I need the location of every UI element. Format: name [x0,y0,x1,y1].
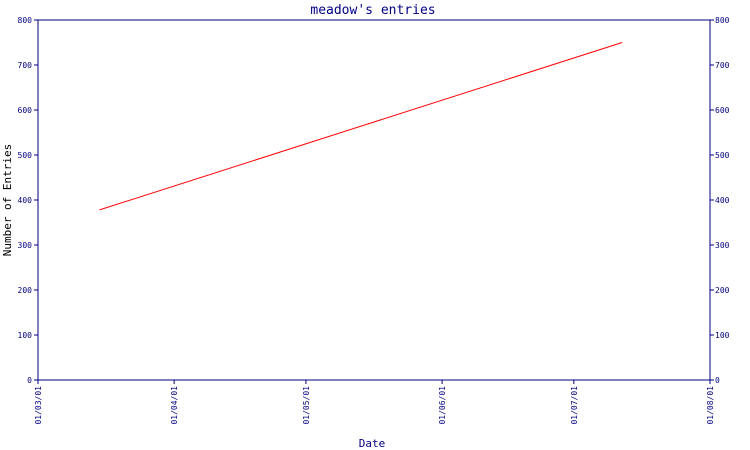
x-tick-label: 01/03/01 [34,386,43,425]
x-axis-label: Date [359,437,386,450]
y-tick-label-right: 300 [715,241,730,250]
y-tick-label-left: 600 [18,106,33,115]
x-tick-label: 01/05/01 [302,386,311,425]
y-tick-label-right: 600 [715,106,730,115]
y-tick-label-right: 700 [715,61,730,70]
y-axis-right: 0 100 200 300 400 500 600 700 800 [710,16,730,385]
y-tick-label-left: 0 [27,376,32,385]
y-axis-left: 0 100 200 300 400 500 600 700 800 [18,16,38,385]
y-tick-label-right: 100 [715,331,730,340]
y-axis-label: Number of Entries [1,144,14,257]
chart-title: meadow's entries [310,3,435,18]
plot-area [37,19,711,381]
series-layer [99,42,623,211]
x-tick-label: 01/08/01 [706,386,715,425]
x-tick-label: 01/07/01 [570,386,579,425]
y-tick-label-right: 0 [715,376,720,385]
y-tick-label-left: 500 [18,151,33,160]
y-tick-label-left: 100 [18,331,33,340]
y-tick-label-right: 400 [715,196,730,205]
y-tick-label-left: 400 [18,196,33,205]
x-tick-label: 01/06/01 [438,386,447,425]
x-tick-label: 01/04/01 [170,386,179,425]
y-tick-label-right: 200 [715,286,730,295]
series-line [99,42,623,211]
y-tick-label-left: 800 [18,16,33,25]
y-tick-label-left: 700 [18,61,33,70]
y-tick-label-left: 300 [18,241,33,250]
y-tick-label-right: 800 [715,16,730,25]
y-tick-label-left: 200 [18,286,33,295]
y-tick-label-right: 500 [715,151,730,160]
x-axis: 01/03/01 01/04/01 01/05/01 01/06/01 01/07/01… [34,380,715,425]
